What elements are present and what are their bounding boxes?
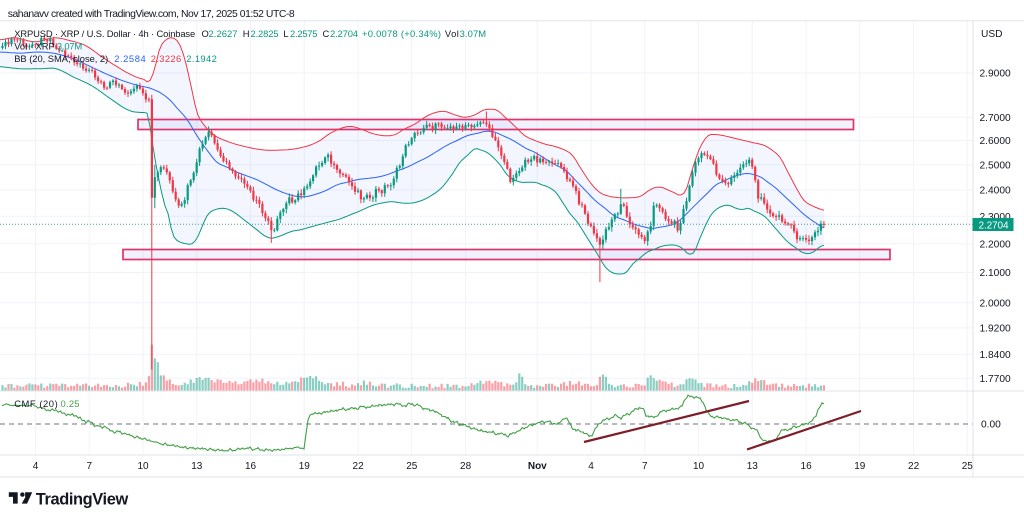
svg-text:2.2825: 2.2825 bbox=[251, 28, 279, 39]
svg-text:H: H bbox=[243, 28, 250, 39]
svg-text:1.9200: 1.9200 bbox=[980, 324, 1011, 335]
svg-text:25: 25 bbox=[406, 461, 418, 472]
svg-text:CMF (20): CMF (20) bbox=[14, 398, 58, 409]
svg-text:4: 4 bbox=[588, 461, 594, 472]
svg-text:7: 7 bbox=[87, 461, 93, 472]
svg-text:L: L bbox=[283, 28, 288, 39]
svg-text:0.00: 0.00 bbox=[981, 420, 1001, 431]
svg-text:16: 16 bbox=[801, 461, 813, 472]
svg-text:2.2575: 2.2575 bbox=[290, 28, 318, 39]
svg-text:BB (20, SMA, close, 2): BB (20, SMA, close, 2) bbox=[14, 53, 108, 64]
svg-text:2.4000: 2.4000 bbox=[980, 186, 1011, 197]
svg-text:1.8400: 1.8400 bbox=[980, 350, 1011, 361]
svg-text:10: 10 bbox=[693, 461, 705, 472]
svg-text:2.1000: 2.1000 bbox=[980, 268, 1011, 279]
svg-text:7: 7 bbox=[642, 461, 648, 472]
svg-text:2.1942: 2.1942 bbox=[186, 53, 217, 64]
svg-text:Vol · XRP: Vol · XRP bbox=[14, 41, 55, 52]
svg-text:2.6000: 2.6000 bbox=[980, 136, 1011, 147]
svg-text:3.07M: 3.07M bbox=[460, 28, 487, 39]
svg-text:TradingView: TradingView bbox=[36, 490, 129, 508]
svg-text:C: C bbox=[323, 28, 330, 39]
svg-text:2.0000: 2.0000 bbox=[980, 298, 1011, 309]
svg-text:10: 10 bbox=[137, 461, 149, 472]
svg-text:2.3000: 2.3000 bbox=[980, 212, 1011, 223]
svg-text:25: 25 bbox=[962, 461, 974, 472]
svg-text:2.2584: 2.2584 bbox=[114, 53, 146, 64]
svg-text:0.25: 0.25 bbox=[61, 398, 80, 409]
svg-text:USD: USD bbox=[981, 29, 1003, 40]
svg-text:13: 13 bbox=[191, 461, 203, 472]
svg-text:19: 19 bbox=[299, 461, 311, 472]
svg-text:2.2704: 2.2704 bbox=[330, 28, 358, 39]
svg-text:1.7700: 1.7700 bbox=[980, 374, 1011, 385]
svg-text:2.7000: 2.7000 bbox=[980, 113, 1011, 124]
svg-text:Vol: Vol bbox=[445, 28, 459, 39]
svg-text:XRPUSD · XRP / U.S. Dollar · 4: XRPUSD · XRP / U.S. Dollar · 4h · Coinba… bbox=[14, 28, 195, 39]
svg-text:22: 22 bbox=[353, 461, 365, 472]
svg-text:+0.0078 (+0.34%): +0.0078 (+0.34%) bbox=[362, 28, 441, 39]
svg-text:2.5000: 2.5000 bbox=[980, 160, 1011, 171]
svg-text:3.07M: 3.07M bbox=[57, 41, 82, 52]
svg-text:19: 19 bbox=[854, 461, 866, 472]
svg-text:4: 4 bbox=[33, 461, 39, 472]
svg-text:O: O bbox=[202, 28, 209, 39]
svg-text:2.2627: 2.2627 bbox=[209, 28, 238, 39]
svg-text:sahanavv created with TradingV: sahanavv created with TradingView.com, N… bbox=[8, 9, 295, 20]
svg-text:Nov: Nov bbox=[528, 461, 547, 472]
svg-text:2.9000: 2.9000 bbox=[980, 69, 1011, 80]
svg-text:22: 22 bbox=[908, 461, 920, 472]
svg-text:28: 28 bbox=[460, 461, 472, 472]
svg-text:16: 16 bbox=[245, 461, 257, 472]
svg-text:2.3226: 2.3226 bbox=[151, 53, 181, 64]
svg-text:2.2000: 2.2000 bbox=[980, 239, 1011, 250]
svg-text:13: 13 bbox=[747, 461, 759, 472]
svg-text:2.2704: 2.2704 bbox=[979, 220, 1009, 231]
